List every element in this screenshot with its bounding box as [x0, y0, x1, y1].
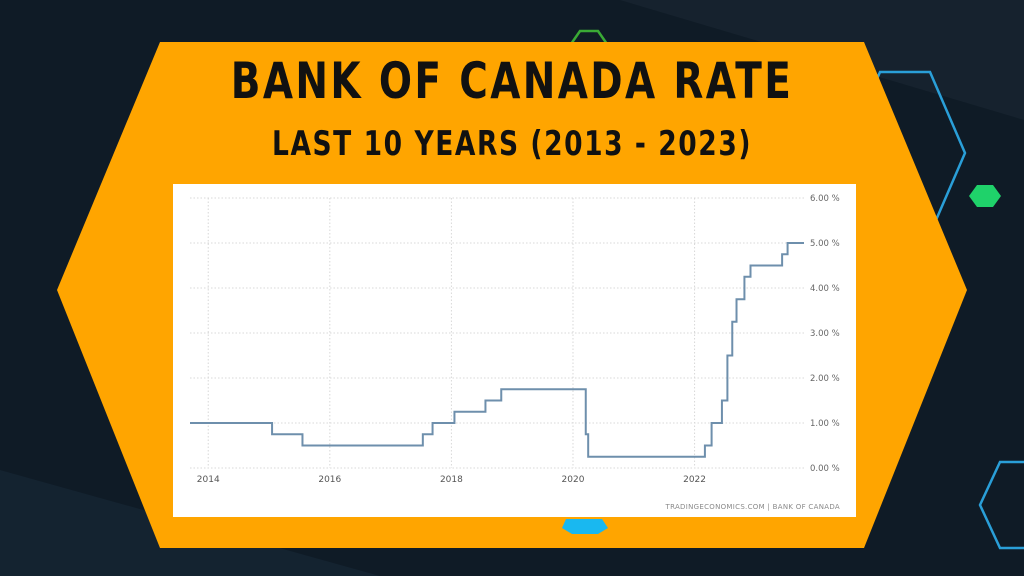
- y-tick-label: 1.00 %: [810, 419, 840, 429]
- page-subtitle: LAST 10 YEARS (2013 - 2023): [271, 124, 753, 164]
- hexagon-filled-green: [969, 185, 1001, 207]
- rate-chart: 0.00 % 1.00 % 2.00 % 3.00 % 4.00 % 5.00 % 6.00…: [190, 194, 840, 485]
- y-tick-label: 5.00 %: [810, 239, 840, 249]
- x-tick-label: 2020: [562, 475, 585, 485]
- x-tick-label: 2016: [318, 475, 341, 485]
- y-tick-label: 2.00 %: [810, 374, 840, 384]
- hexagon-filled-blue: [562, 519, 608, 534]
- rate-series-line: [190, 242, 804, 458]
- chart-card: 0.00 % 1.00 % 2.00 % 3.00 % 4.00 % 5.00 % 6.00…: [173, 184, 856, 517]
- y-tick-label: 4.00 %: [810, 284, 840, 294]
- page-title: BANK OF CANADA RATE: [230, 52, 794, 110]
- y-tick-label: 0.00 %: [810, 464, 840, 474]
- x-tick-label: 2018: [440, 475, 463, 485]
- hexagon-outline-bottom-right-blue: [978, 460, 1024, 550]
- y-tick-label: 3.00 %: [810, 329, 840, 339]
- y-tick-label: 6.00 %: [810, 194, 840, 204]
- chart-source-label: TRADINGECONOMICS.COM | BANK OF CANADA: [665, 503, 840, 511]
- x-tick-label: 2014: [197, 475, 220, 485]
- x-tick-label: 2022: [683, 475, 706, 485]
